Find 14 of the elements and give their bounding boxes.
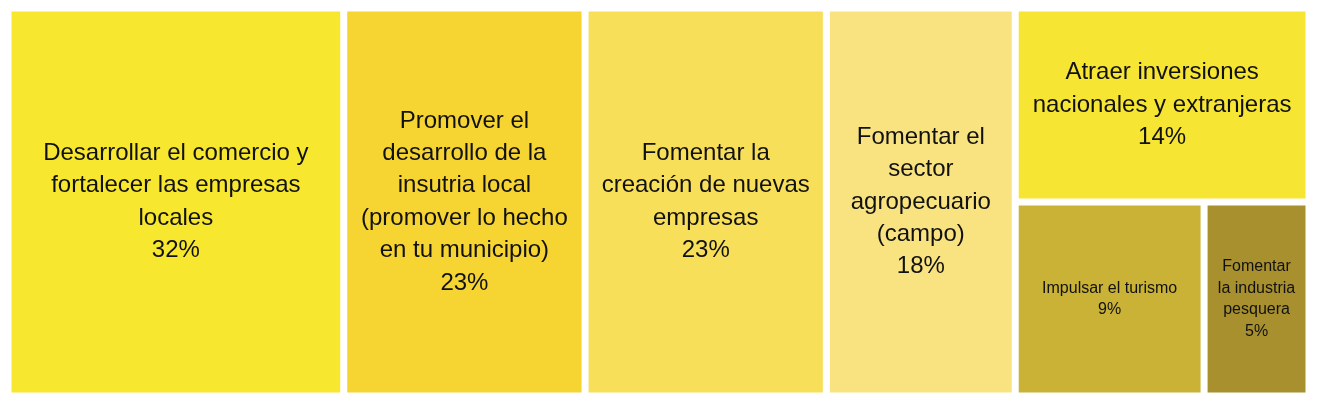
data-label: 23% [681,235,730,263]
category-label: Fomentar la industria pesquera [1217,257,1296,318]
category-label: Impulsar el turismo [1042,278,1178,296]
category-label: Promover el desarrollo de la insutria local (promover lo hecho en tu municipio) [361,105,568,263]
data-label: 14% [1138,122,1187,150]
data-label: 9% [1098,300,1122,318]
category-label: Fomentar la creación de nuevas empresas [601,138,810,230]
data-label: 23% [440,267,489,295]
data-label: 5% [1244,321,1269,339]
category-label: Atraer inversiones nacionales y extranjeras [1032,57,1292,117]
category-label: Fomentar el sector agropecuario (campo) [850,121,991,247]
data-label: 18% [896,251,945,279]
category-label: Desarrollar el comercio y fortalecer las empresas locales [43,138,309,230]
data-label: 32% [151,235,200,263]
